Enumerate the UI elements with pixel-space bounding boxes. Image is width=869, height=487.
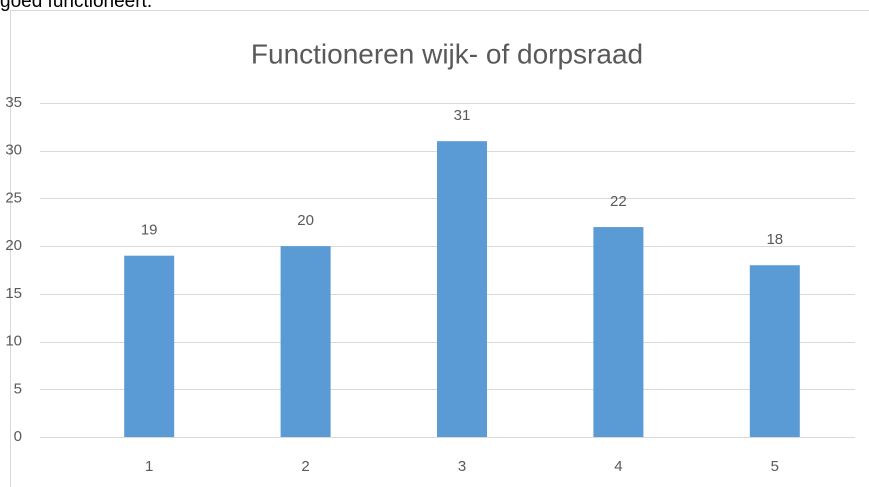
x-tick-label: 5 xyxy=(771,458,779,475)
data-label: 19 xyxy=(141,222,158,239)
bar xyxy=(593,227,644,437)
x-tick-label: 1 xyxy=(145,458,153,475)
y-tick-label: 30 xyxy=(5,142,22,159)
y-tick-label: 25 xyxy=(5,189,22,206)
y-tick-label: 0 xyxy=(14,428,22,445)
x-tick-label: 2 xyxy=(301,458,309,475)
y-tick-label: 5 xyxy=(14,380,22,397)
page-text: goed functioneert. xyxy=(0,0,152,12)
data-label: 22 xyxy=(610,193,627,210)
y-tick-label: 35 xyxy=(5,94,22,111)
bar xyxy=(437,141,487,437)
data-label: 31 xyxy=(454,107,471,124)
chart-border xyxy=(10,10,869,487)
data-label: 18 xyxy=(766,231,783,248)
chart-title: Functioneren wijk- of dorpsraad xyxy=(251,38,643,69)
y-tick-label: 15 xyxy=(5,285,22,302)
bar xyxy=(280,246,331,437)
x-tick-label: 4 xyxy=(614,458,622,475)
x-tick-label: 3 xyxy=(458,458,466,475)
y-tick-label: 20 xyxy=(5,237,22,254)
y-tick-label: 10 xyxy=(5,333,22,350)
bar xyxy=(124,255,175,437)
data-label: 20 xyxy=(297,212,314,229)
bar xyxy=(749,265,800,437)
